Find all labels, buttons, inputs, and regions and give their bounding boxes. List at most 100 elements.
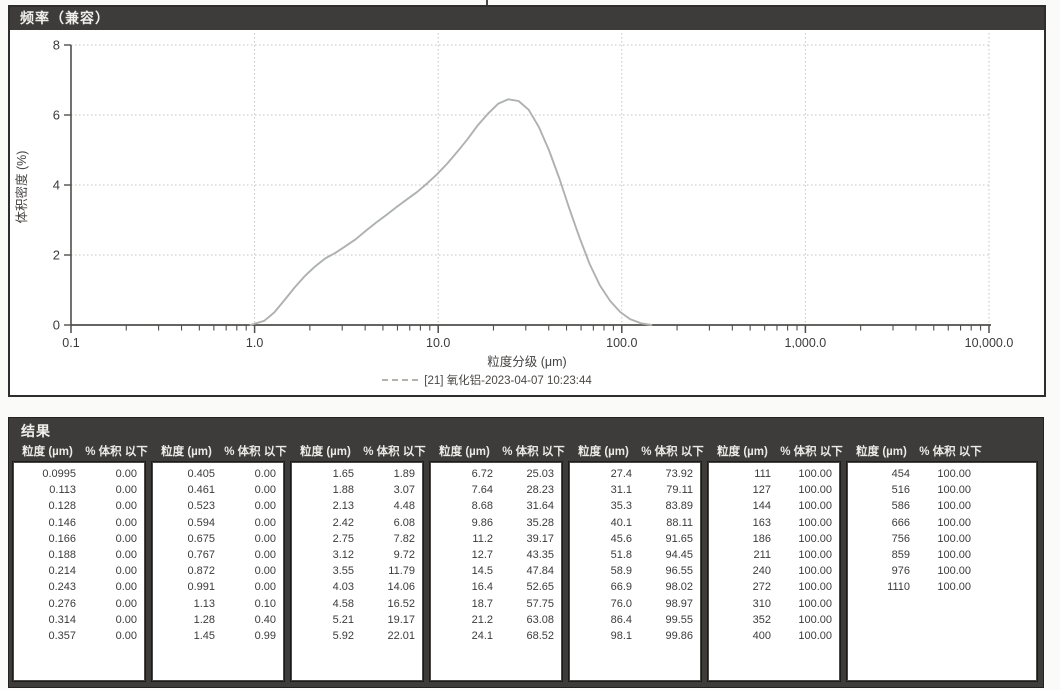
table-row[interactable]: 859 100.00	[848, 547, 980, 563]
percent-below-value: 68.52	[526, 629, 554, 642]
size-value: 86.4	[610, 613, 632, 626]
table-row[interactable]: 4.58 16.52	[292, 596, 424, 612]
table-row[interactable]: 18.7 57.75	[431, 596, 563, 612]
table-row[interactable]: 3.55 11.79	[292, 563, 424, 579]
table-row[interactable]: 0.188 0.00	[14, 547, 146, 563]
table-row[interactable]: 98.1 99.86	[570, 628, 702, 644]
table-row[interactable]: 0.128 0.00	[14, 498, 146, 514]
table-row[interactable]: 0.243 0.00	[14, 579, 146, 595]
table-row[interactable]: 45.6 91.65	[570, 531, 702, 547]
table-row[interactable]: 454 100.00	[848, 466, 980, 482]
percent-below-value: 100.00	[798, 468, 832, 480]
table-row[interactable]: 272 100.00	[709, 579, 841, 595]
table-row[interactable]: 0.113 0.00	[14, 482, 146, 498]
table-row[interactable]: 127 100.00	[709, 482, 841, 498]
size-value: 5.92	[332, 629, 354, 642]
table-row[interactable]: 0.0995 0.00	[14, 466, 146, 482]
percent-below-value: 9.72	[393, 548, 415, 561]
size-value: 1.65	[332, 468, 354, 480]
table-row[interactable]: 11.2 39.17	[431, 531, 563, 547]
percent-below-value: 39.17	[526, 532, 554, 545]
table-row[interactable]: 86.4 99.55	[570, 612, 702, 628]
table-row[interactable]: 0.675 0.00	[153, 531, 285, 547]
table-row[interactable]: 111 100.00	[709, 466, 841, 482]
table-row[interactable]: 4.03 14.06	[292, 579, 424, 595]
size-value: 11.2	[472, 532, 493, 545]
table-row[interactable]: 9.86 35.28	[431, 515, 563, 531]
table-row[interactable]: 58.9 96.55	[570, 563, 702, 579]
table-row[interactable]: 5.92 22.01	[292, 628, 424, 644]
table-row[interactable]: 14.5 47.84	[431, 563, 563, 579]
table-row[interactable]: 5.21 19.17	[292, 612, 424, 628]
table-row[interactable]: 51.8 94.45	[570, 547, 702, 563]
table-row[interactable]: 12.7 43.35	[431, 547, 563, 563]
table-row[interactable]: 0.767 0.00	[153, 547, 285, 563]
table-row[interactable]: 0.523 0.00	[153, 498, 285, 514]
table-row[interactable]: 0.357 0.00	[14, 628, 146, 644]
table-row[interactable]: 0.276 0.00	[14, 596, 146, 612]
table-row[interactable]: 0.405 0.00	[153, 466, 285, 482]
table-row[interactable]: 1.45 0.99	[153, 628, 285, 644]
table-row[interactable]: 35.3 83.89	[570, 498, 702, 514]
percent-below-value: 0.00	[115, 484, 137, 497]
table-row[interactable]: 2.75 7.82	[292, 531, 424, 547]
size-value: 12.7	[471, 548, 493, 561]
table-row[interactable]: 352 100.00	[709, 612, 841, 628]
table-row[interactable]: 0.594 0.00	[153, 515, 285, 531]
table-row[interactable]: 27.4 73.92	[570, 466, 702, 482]
table-row[interactable]: 186 100.00	[709, 531, 841, 547]
size-value: 0.146	[48, 516, 76, 529]
percent-below-value: 16.52	[387, 597, 415, 610]
results-data-box: 0.0995 0.00 0.113 0.00 0.128 0.00 0.146 0.00 0.1…	[12, 461, 146, 682]
table-row[interactable]: 8.68 31.64	[431, 498, 563, 514]
table-row[interactable]: 0.214 0.00	[14, 563, 146, 579]
table-row[interactable]: 163 100.00	[709, 515, 841, 531]
table-row[interactable]: 2.42 6.08	[292, 515, 424, 531]
table-row[interactable]: 666 100.00	[848, 515, 980, 531]
table-row[interactable]: 1.65 1.89	[292, 466, 424, 482]
size-value: 454	[891, 468, 910, 480]
table-row[interactable]: 7.64 28.23	[431, 482, 563, 498]
table-row[interactable]: 0.166 0.00	[14, 531, 146, 547]
table-row[interactable]: 76.0 98.97	[570, 596, 702, 612]
percent-below-value: 0.00	[254, 516, 276, 529]
table-row[interactable]: 400 100.00	[709, 628, 841, 644]
table-row[interactable]: 1110 100.00	[848, 579, 980, 595]
size-value: 66.9	[610, 581, 632, 594]
table-row[interactable]: 240 100.00	[709, 563, 841, 579]
table-row[interactable]: 21.2 63.08	[431, 612, 563, 628]
table-row[interactable]: 2.13 4.48	[292, 498, 424, 514]
size-column-header: 粒度 (µm)	[856, 446, 907, 458]
table-row[interactable]: 24.1 68.52	[431, 628, 563, 644]
percent-below-column-header: % 体积 以下	[363, 446, 426, 458]
table-row[interactable]: 1.88 3.07	[292, 482, 424, 498]
percent-below-value: 0.00	[115, 500, 137, 513]
table-row[interactable]: 0.872 0.00	[153, 563, 285, 579]
table-row[interactable]: 66.9 98.02	[570, 579, 702, 595]
table-row[interactable]: 516 100.00	[848, 482, 980, 498]
table-row[interactable]: 211 100.00	[709, 547, 841, 563]
table-row[interactable]: 310 100.00	[709, 596, 841, 612]
table-row[interactable]: 0.461 0.00	[153, 482, 285, 498]
x-tick-label: 0.1	[62, 336, 79, 348]
results-column-group: 粒度 (µm) % 体积 以下 0.405 0.00 0.461 0.00 0.523 0.0…	[151, 418, 287, 687]
table-row[interactable]: 3.12 9.72	[292, 547, 424, 563]
table-row[interactable]: 144 100.00	[709, 498, 841, 514]
percent-below-value: 52.65	[526, 581, 554, 594]
table-row[interactable]: 1.28 0.40	[153, 612, 285, 628]
percent-below-value: 31.64	[526, 500, 554, 513]
size-value: 0.405	[187, 468, 215, 480]
table-row[interactable]: 31.1 79.11	[570, 482, 702, 498]
table-row[interactable]: 1.13 0.10	[153, 596, 285, 612]
table-row[interactable]: 0.314 0.00	[14, 612, 146, 628]
table-row[interactable]: 6.72 25.03	[431, 466, 563, 482]
table-row[interactable]: 0.146 0.00	[14, 515, 146, 531]
size-value: 31.1	[610, 484, 632, 497]
table-row[interactable]: 756 100.00	[848, 531, 980, 547]
frequency-distribution-chart[interactable]: 0 2 4 6 8 0.1 1.0 10.0 100.0 1,000.0 10,000.0 体积密度 …	[10, 30, 1044, 348]
table-row[interactable]: 0.991 0.00	[153, 579, 285, 595]
table-row[interactable]: 976 100.00	[848, 563, 980, 579]
table-row[interactable]: 40.1 88.11	[570, 515, 702, 531]
table-row[interactable]: 16.4 52.65	[431, 579, 563, 595]
table-row[interactable]: 586 100.00	[848, 498, 980, 514]
